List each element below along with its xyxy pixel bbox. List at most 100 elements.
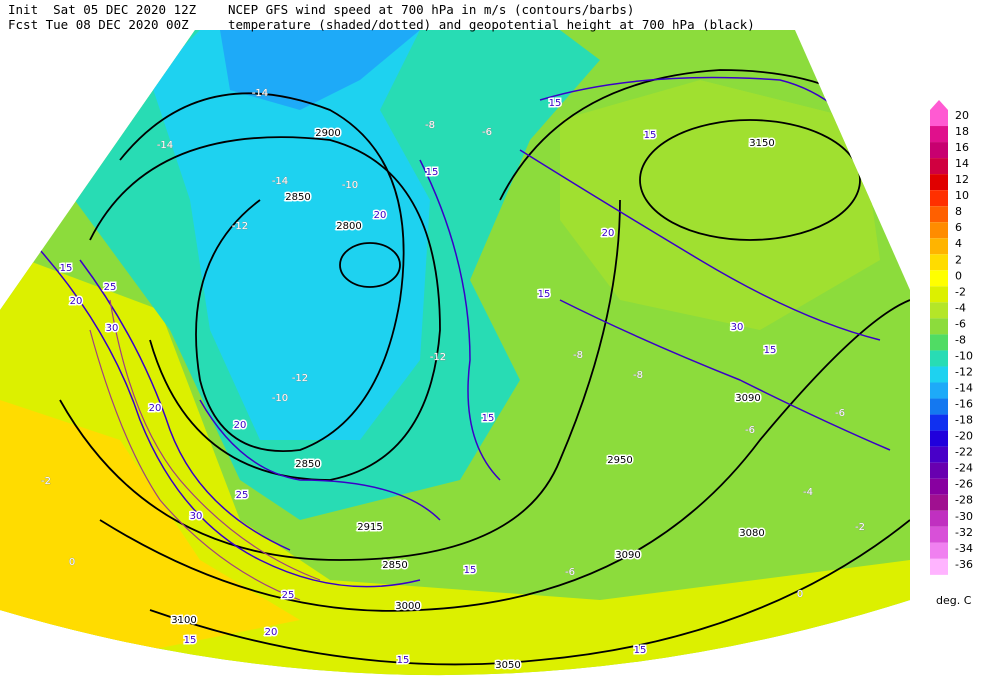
colorbar-swatch [930,478,948,495]
colorbar-swatch [930,238,948,255]
colorbar-label: 2 [955,253,962,266]
colorbar-swatch [930,142,948,159]
wind-label: 25 [282,590,295,601]
colorbar-swatch [930,526,948,543]
colorbar-swatch [930,254,948,271]
height-label: 3090 [735,393,760,404]
colorbar: 20181614121086420-2-4-6-8-10-12-14-16-18… [930,109,973,575]
height-label: 3000 [395,601,420,612]
wind-label: 15 [426,167,439,178]
colorbar-label: -22 [955,446,973,459]
wind-label: 20 [234,420,247,431]
temperature-label: -14 [157,140,173,151]
description-line: temperature (shaded/dotted) and geopoten… [228,17,755,32]
colorbar-label: 6 [955,221,962,234]
warm-band [0,250,910,676]
description-line: NCEP GFS wind speed at 700 hPa in m/s (c… [228,2,634,17]
colorbar-swatch [930,542,948,559]
height-label: 2900 [315,128,340,139]
map-labels: 2900285028003150309029502850291530503000… [41,88,866,673]
colorbar-swatch [930,494,948,511]
colorbar-swatch [930,334,948,351]
colorbar-label: 12 [955,173,969,186]
colorbar-label: -36 [955,558,973,571]
colorbar-label: 16 [955,141,969,154]
colorbar-swatch [930,174,948,191]
colorbar-label: -34 [955,542,973,555]
colorbar-label: -20 [955,430,973,443]
colorbar-label: -26 [955,478,973,491]
wind-label: 15 [464,565,477,576]
height-label: 2915 [357,522,382,533]
height-label: 3050 [495,660,520,671]
wind-label: 15 [482,413,495,424]
temperature-label: -8 [425,120,435,131]
temperature-label: 0 [797,589,803,600]
colorbar-swatch [930,190,948,207]
colorbar-label: 0 [955,269,962,282]
temperature-label: -6 [745,425,755,436]
colorbar-label: -18 [955,414,973,427]
temperature-label: -14 [252,88,268,99]
colorbar-swatch [930,510,948,527]
temperature-label: -6 [482,127,492,138]
fcst-line: Fcst Tue 08 DEC 2020 00Z [8,17,189,32]
colorbar-swatch [930,270,948,287]
wind-label: 15 [549,98,562,109]
colorbar-label: 14 [955,157,969,170]
wind-label: 15 [634,645,647,656]
wind-label: 20 [265,627,278,638]
colorbar-swatch [930,446,948,463]
colorbar-swatch [930,366,948,383]
wind-label: 15 [397,655,410,666]
height-label: 2850 [295,459,320,470]
temperature-label: -2 [41,476,51,487]
temperature-label: 0 [69,557,75,568]
height-label: 3150 [749,138,774,149]
colorbar-label: -30 [955,510,973,523]
colorbar-swatch [930,398,948,415]
height-label: 2850 [382,560,407,571]
mild-region [560,80,880,330]
temperature-label: -8 [573,350,583,361]
temperature-label: -14 [272,176,288,187]
wind-label: 20 [70,296,83,307]
colorbar-label: 20 [955,109,969,122]
colorbar-label: -14 [955,382,973,395]
colorbar-label: 4 [955,237,962,250]
height-label: 3090 [615,550,640,561]
colorbar-swatch [930,350,948,367]
height-label: 3080 [739,528,764,539]
colorbar-label: -32 [955,526,973,539]
wind-label: 15 [60,263,73,274]
temperature-label: -12 [292,373,308,384]
wind-label: 20 [374,210,387,221]
colorbar-swatch [930,286,948,303]
colorbar-label: -12 [955,365,973,378]
coldest-region [220,30,420,110]
wind-label: 15 [538,289,551,300]
wind-label: 30 [731,322,744,333]
colorbar-unit: deg. C [936,594,972,607]
height-label: 3100 [171,615,196,626]
colorbar-label: -2 [955,285,966,298]
colorbar-swatch [930,158,948,175]
colorbar-label: 8 [955,205,962,218]
height-label: 2800 [336,221,361,232]
colorbar-swatch [930,126,948,143]
colorbar-swatch [930,302,948,319]
colorbar-label: -24 [955,462,973,475]
strong-wind-contours [89,299,321,601]
colorbar-swatch [930,110,948,127]
temperature-label: -8 [633,370,643,381]
warmest-band [0,400,300,676]
colorbar-swatch [930,414,948,431]
colorbar-swatch [930,206,948,223]
colorbar-swatch [930,430,948,447]
temperature-label: -4 [803,487,813,498]
colorbar-swatch [930,558,948,575]
wind-label: 20 [602,228,615,239]
wind-label: 25 [236,490,249,501]
